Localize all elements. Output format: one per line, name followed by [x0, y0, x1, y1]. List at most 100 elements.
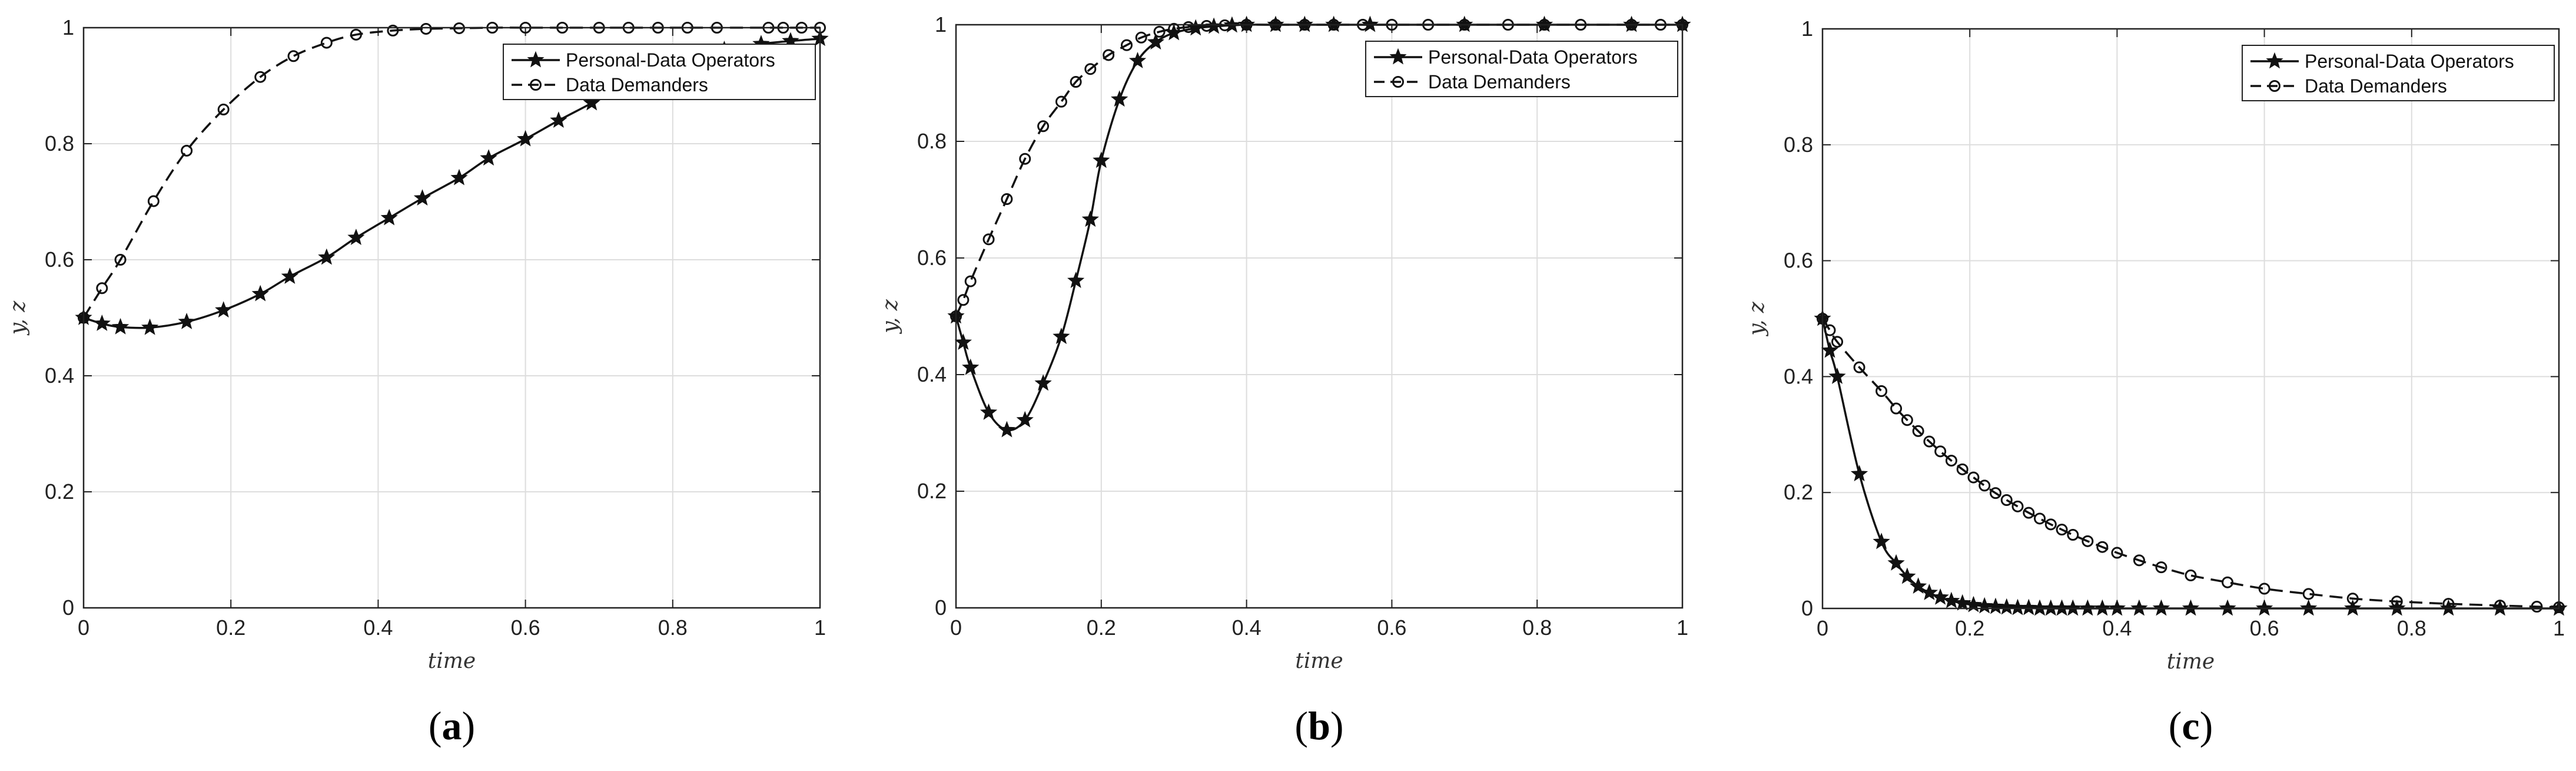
data-point: [215, 301, 233, 318]
data-point: [1828, 368, 1846, 384]
data-point: [1168, 22, 1180, 35]
data-point: [1325, 15, 1343, 32]
data-point: [1967, 471, 1980, 484]
data-point: [254, 71, 267, 83]
data-point: [147, 195, 160, 207]
x-tick-label: 0.2: [1955, 616, 1984, 640]
legend-entry-label: Data Demanders: [1428, 71, 1571, 92]
legend-marker: [530, 79, 542, 91]
legend-entry-label: Data Demanders: [2305, 75, 2447, 97]
data-point: [2111, 547, 2123, 559]
data-point: [141, 318, 159, 335]
data-point: [2258, 583, 2270, 595]
x-tick-label: 0.2: [216, 616, 245, 640]
data-point: [1943, 591, 1960, 608]
data-point: [2299, 599, 2318, 616]
data-point: [2494, 600, 2506, 612]
data-point: [2388, 599, 2406, 616]
data-point: [2093, 599, 2112, 616]
data-point: [2222, 576, 2234, 588]
data-point: [998, 421, 1016, 438]
data-point: [583, 94, 600, 111]
data-point: [1267, 15, 1284, 32]
y-axis-label: y, z: [1745, 301, 1769, 336]
data-point: [2302, 588, 2315, 600]
data-point: [1853, 361, 1865, 373]
data-point: [1103, 49, 1115, 61]
data-point: [1920, 583, 1938, 600]
data-point: [957, 294, 970, 306]
y-tick-label: 1: [935, 12, 947, 37]
y-tick-label: 1: [62, 15, 74, 39]
x-tick-label: 0: [78, 616, 89, 640]
data-point: [2391, 595, 2403, 608]
data-point: [318, 248, 336, 265]
data-point: [2155, 561, 2167, 574]
data-point: [1084, 63, 1097, 75]
data-point: [1901, 414, 1913, 426]
x-tick-label: 0.6: [2250, 616, 2279, 640]
panel-label-letter: b: [1308, 703, 1330, 748]
data-point: [2067, 529, 2079, 541]
panel-label-open: (: [1294, 703, 1308, 748]
y-tick-label: 0: [935, 595, 947, 620]
legend-marker: [1392, 76, 1404, 88]
x-tick-label: 0.2: [1087, 616, 1116, 640]
panel-label-letter: c: [2182, 703, 2199, 748]
chart-panel-b: 0 0.2 0.4 0.6 0.8 1 0 0.2 0.4 0.6 0.8 1 time y, z Pers…: [878, 12, 1691, 748]
data-point: [1979, 479, 1991, 492]
legend: Personal-Data Operators Data Demanders: [2242, 45, 2555, 101]
legend-entry-label: Personal-Data Operators: [566, 49, 775, 71]
chart-panel-c: 0 0.2 0.4 0.6 0.8 1 0 0.2 0.4 0.6 0.8 1 time y, z Pers…: [1745, 16, 2568, 748]
data-point: [2079, 599, 2097, 616]
data-point: [2152, 599, 2170, 616]
panel-label-close: ): [2200, 703, 2213, 748]
data-point: [1200, 19, 1213, 32]
data-point: [114, 254, 127, 266]
x-tick-label: 0.4: [363, 616, 393, 640]
data-point: [93, 315, 111, 331]
x-tick-label: 1: [2553, 616, 2565, 640]
data-point: [287, 50, 300, 62]
data-point: [1890, 402, 1903, 415]
data-point: [1909, 577, 1927, 594]
data-point: [1019, 153, 1031, 165]
legend-marker: [2269, 80, 2280, 92]
plot-area: [84, 28, 820, 608]
data-point: [1070, 76, 1082, 88]
data-point: [2011, 500, 2024, 512]
data-point: [1998, 598, 2016, 615]
x-axis-label: time: [2167, 650, 2215, 674]
x-tick-label: 1: [814, 616, 826, 640]
y-tick-label: 0.4: [45, 363, 74, 388]
data-point: [2044, 518, 2057, 531]
data-point: [251, 284, 269, 302]
panel-label-open: (: [2169, 703, 2182, 748]
series-demanders: [1817, 313, 2565, 614]
y-tick-label: 0.6: [917, 246, 947, 270]
data-point: [320, 37, 333, 49]
data-point: [217, 103, 230, 115]
data-point: [2344, 599, 2362, 616]
legend-marker: [527, 51, 545, 68]
y-tick-label: 0.2: [1784, 480, 1813, 504]
y-tick-label: 0: [62, 595, 74, 620]
data-point: [1931, 588, 1949, 605]
data-point: [1898, 567, 1916, 584]
data-point: [1055, 95, 1067, 108]
x-tick-label: 0.8: [658, 616, 688, 640]
data-point: [2219, 599, 2236, 616]
data-point: [480, 149, 497, 166]
data-point: [1016, 411, 1034, 428]
x-tick-label: 0.6: [1377, 616, 1406, 640]
data-point: [178, 313, 195, 329]
x-tick-label: 0.8: [2397, 616, 2426, 640]
x-tick-label: 0: [950, 616, 962, 640]
axes-frame: [955, 24, 1684, 609]
axes-frame: [1821, 28, 2560, 610]
chart-panel-a: 0 0.2 0.4 0.6 0.8 1 0 0.2 0.4 0.6 0.8 1 time y, z Pers…: [6, 15, 829, 748]
data-point: [1081, 210, 1099, 227]
data-point: [450, 168, 468, 186]
data-point: [2108, 599, 2126, 616]
